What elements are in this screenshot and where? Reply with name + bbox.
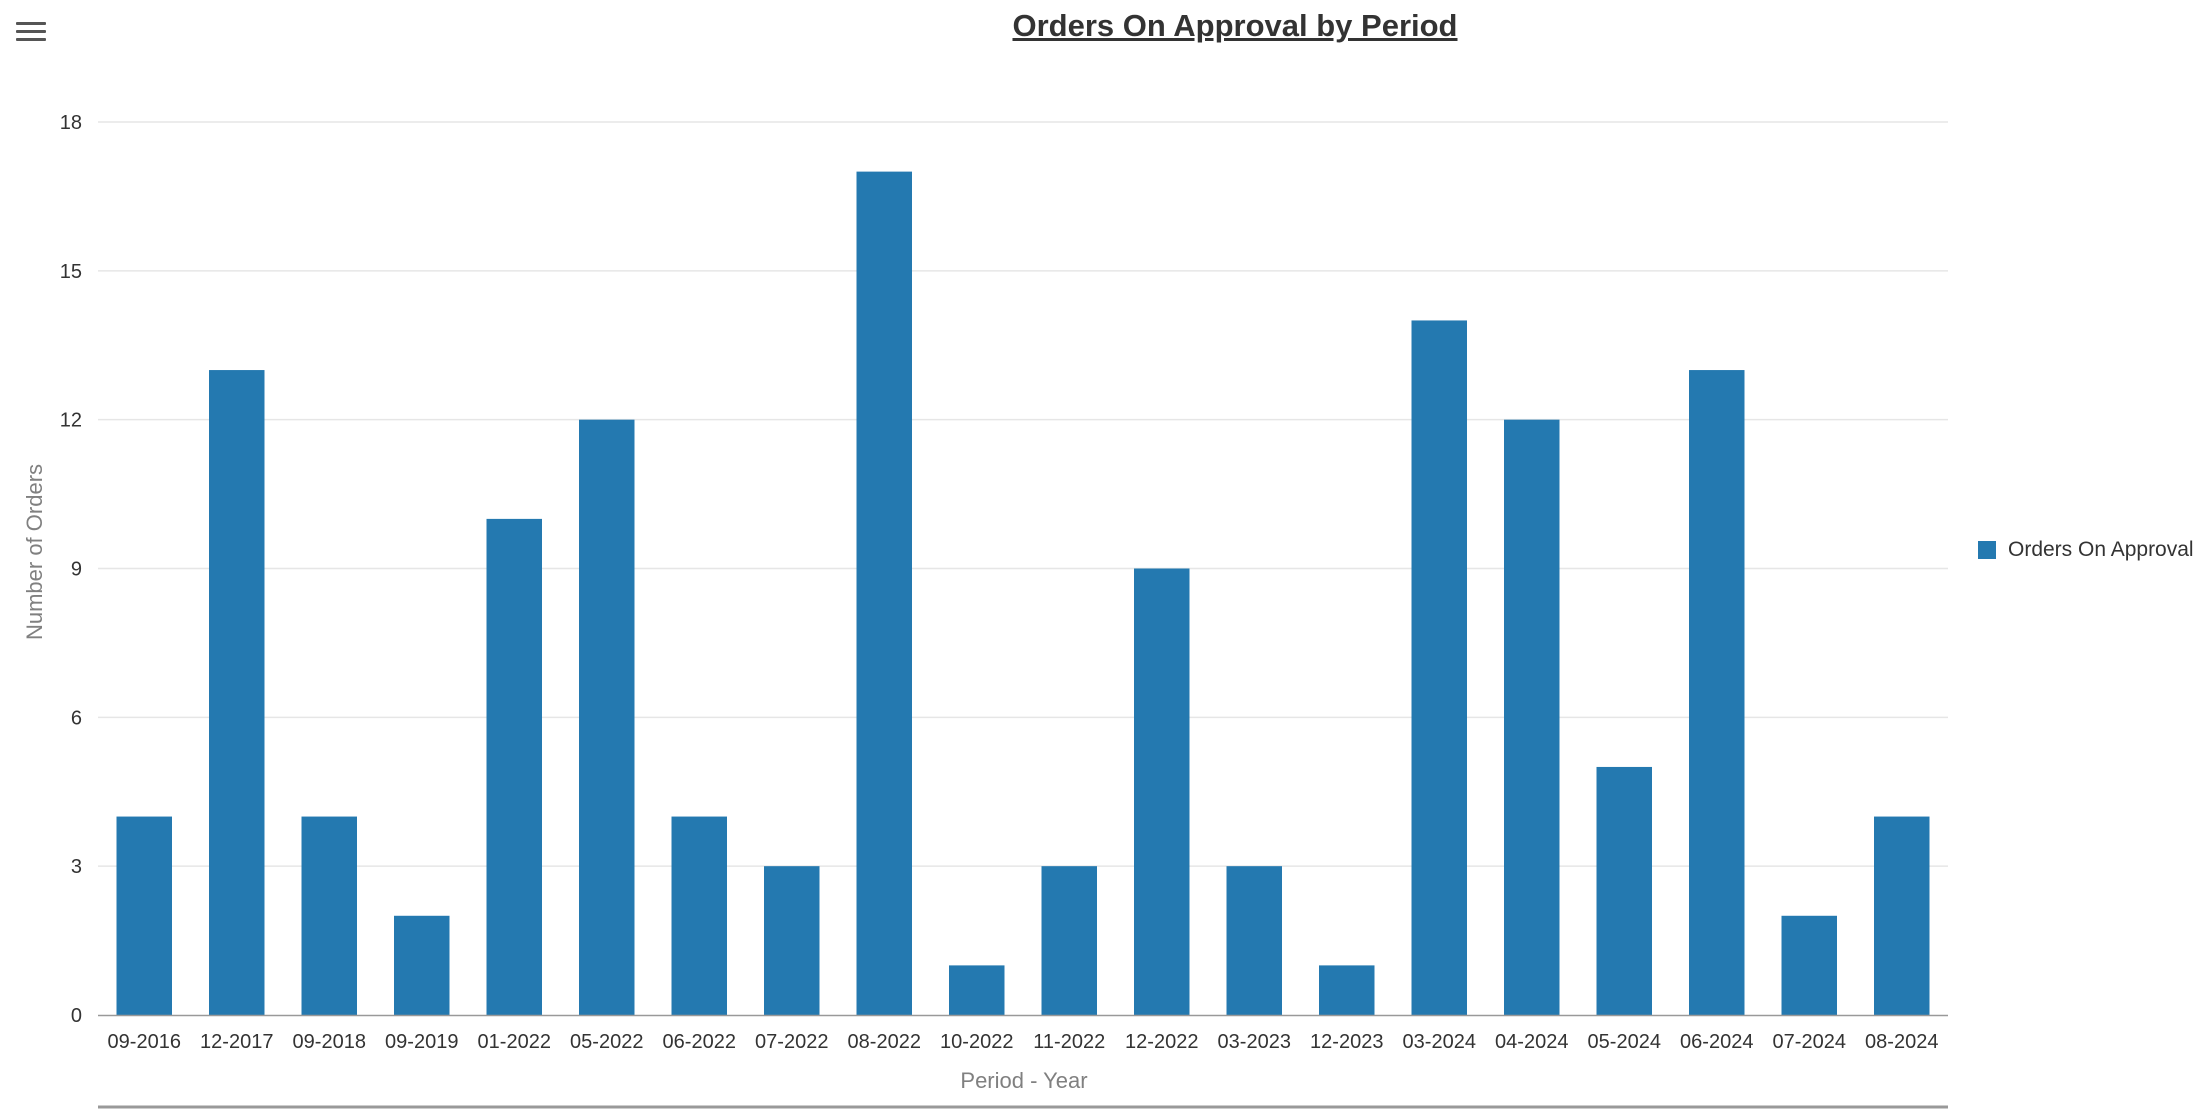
legend-label: Orders On Approval: [2008, 538, 2194, 561]
x-axis-title: Period - Year: [960, 1068, 1087, 1093]
bar[interactable]: 11-2022: 3: [1041, 866, 1098, 1015]
bar[interactable]: 06-2022: 4: [671, 816, 728, 1015]
y-tick-label: 12: [60, 410, 82, 432]
x-tick-label: 11-2022: [1033, 1031, 1105, 1053]
x-tick-label: 06-2024: [1680, 1031, 1753, 1053]
bar[interactable]: 08-2022: 17: [856, 171, 913, 1016]
bar[interactable]: 12-2022: 9: [1134, 568, 1190, 1016]
bar[interactable]: 07-2022: 3: [764, 866, 820, 1015]
bar[interactable]: 05-2024: 5: [1596, 766, 1653, 1015]
bar[interactable]: 12-2023: 1: [1319, 965, 1375, 1015]
legend-swatch: [1978, 541, 1996, 559]
bar[interactable]: 03-2023: 3: [1226, 866, 1283, 1015]
bar[interactable]: 12-2017: 13: [209, 370, 265, 1015]
y-tick-label: 3: [71, 856, 82, 878]
y-axis-title: Number of Orders: [22, 464, 47, 640]
gridlines: [98, 121, 1948, 867]
y-tick-label: 6: [71, 707, 82, 729]
legend-item[interactable]: Orders On Approval: [1978, 538, 2194, 562]
x-tick-label: 12-2022: [1125, 1031, 1198, 1053]
x-tick-label: 10-2022: [940, 1031, 1013, 1053]
x-tick-label: 07-2022: [755, 1031, 828, 1053]
x-tick-label: 05-2024: [1588, 1031, 1661, 1053]
x-tick-label: 12-2023: [1310, 1031, 1383, 1053]
hamburger-menu-icon[interactable]: [10, 14, 54, 50]
x-tick-label: 08-2024: [1865, 1031, 1938, 1053]
bar[interactable]: 03-2024: 14: [1411, 320, 1468, 1015]
x-tick-label: 03-2023: [1218, 1031, 1291, 1053]
bar[interactable]: 09-2019: 2: [394, 915, 450, 1015]
bars: 09-2016: 4 12-2017: 13 09-2018: 4 09-2019: …: [116, 171, 1930, 1016]
y-tick-label: 9: [71, 559, 82, 581]
bar[interactable]: 04-2024: 12: [1504, 419, 1560, 1016]
x-tick-label: 09-2019: [385, 1031, 458, 1053]
x-tick-label: 01-2022: [478, 1031, 551, 1053]
x-tick-label: 09-2018: [293, 1031, 366, 1053]
x-tick-label: 09-2016: [108, 1031, 181, 1053]
bar[interactable]: 07-2024: 2: [1781, 915, 1838, 1015]
x-tick-label: 06-2022: [663, 1031, 736, 1053]
bar[interactable]: 09-2016: 4: [116, 816, 173, 1015]
axes: 0 3 6 9 12 15 18 09-2016 12-2017 09-2018 09-2019 01…: [60, 112, 1948, 1109]
y-tick-label: 15: [60, 261, 82, 283]
x-tick-label: 04-2024: [1495, 1031, 1568, 1053]
bar[interactable]: 06-2024: 13: [1689, 370, 1745, 1015]
x-tick-label: 12-2017: [200, 1031, 273, 1053]
bar[interactable]: 08-2024: 4: [1874, 816, 1930, 1015]
x-tick-label: 03-2024: [1403, 1031, 1476, 1053]
bar[interactable]: 01-2022: 10: [486, 518, 543, 1015]
x-tick-label: 07-2024: [1773, 1031, 1846, 1053]
y-tick-label: 0: [71, 1005, 82, 1027]
x-tick-label: 08-2022: [848, 1031, 921, 1053]
bar[interactable]: 09-2018: 4: [301, 816, 358, 1015]
y-tick-label: 18: [60, 112, 82, 134]
x-tick-label: 05-2022: [570, 1031, 643, 1053]
bar[interactable]: 10-2022: 1: [949, 965, 1005, 1015]
bar[interactable]: 05-2022: 12: [579, 419, 635, 1016]
